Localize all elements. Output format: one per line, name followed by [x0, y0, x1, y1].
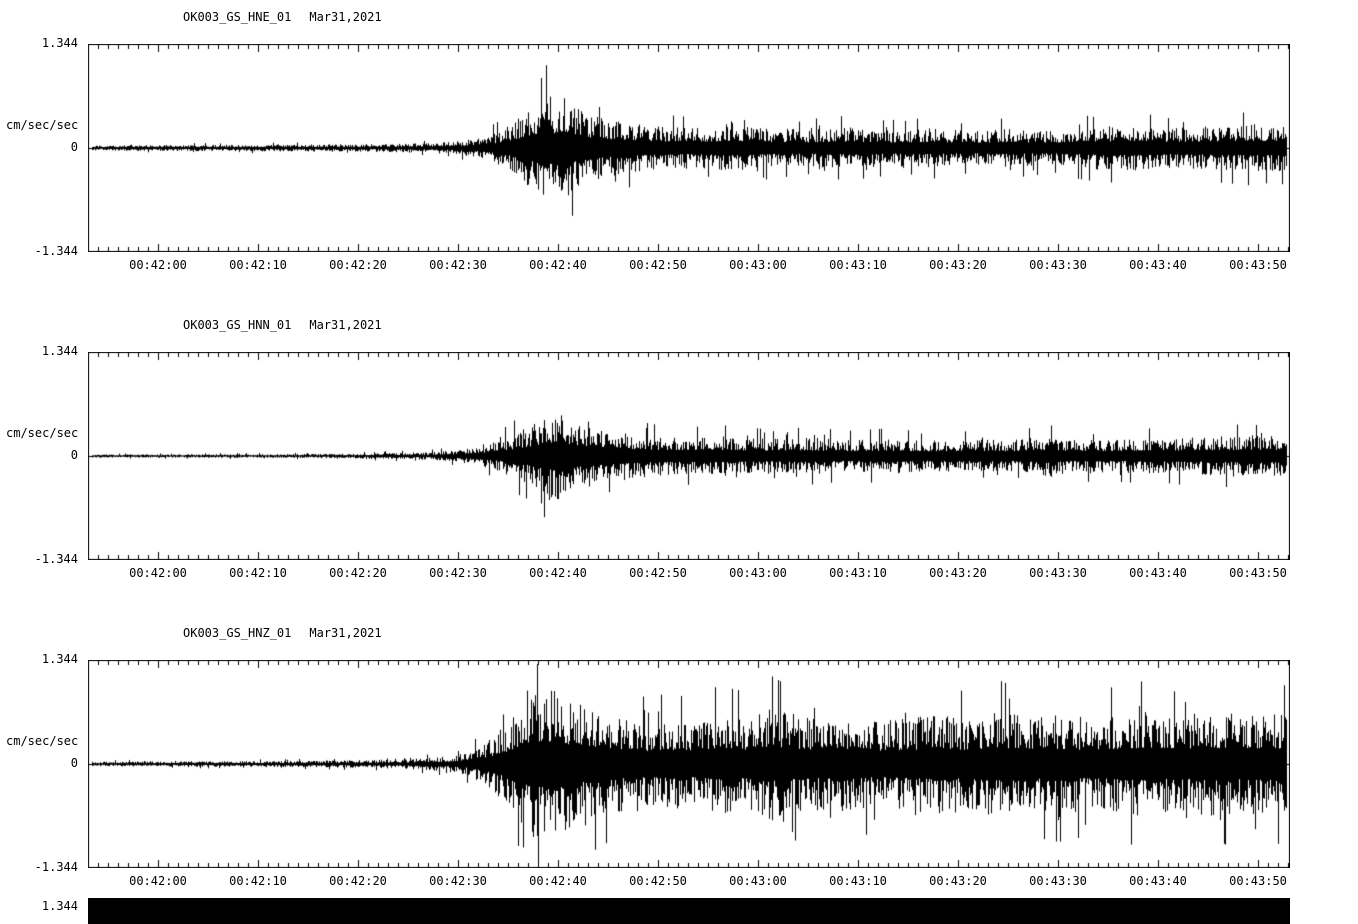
- x-tick-label: 00:42:40: [529, 566, 587, 580]
- y-tick-label-zero: 0: [70, 756, 78, 770]
- x-tick-label: 00:42:00: [129, 566, 187, 580]
- x-tick-label: 00:43:50: [1229, 874, 1287, 888]
- x-tick-label: 00:42:50: [629, 874, 687, 888]
- x-tick-label: 00:42:30: [429, 258, 487, 272]
- x-tick-label: 00:42:50: [629, 566, 687, 580]
- y-axis-units-label: cm/sec/sec: [6, 118, 79, 132]
- x-tick-label: 00:42:10: [229, 566, 287, 580]
- partial-trace-clipped: [88, 898, 1290, 924]
- y-tick-label-min: -1.344: [34, 552, 78, 566]
- y-tick-label-min: -1.344: [34, 244, 78, 258]
- x-tick-label: 00:42:10: [229, 258, 287, 272]
- x-tick-label: 00:43:10: [829, 258, 887, 272]
- trace-title: OK003_GS_HNN_01 Mar31,2021: [183, 318, 382, 332]
- y-tick-label-max: 1.344: [41, 344, 78, 358]
- x-tick-label: 00:43:40: [1129, 566, 1187, 580]
- x-tick-label: 00:42:50: [629, 258, 687, 272]
- station-channel-label: OK003_GS_HNZ_01: [183, 626, 292, 640]
- trace-panel-hnn: OK003_GS_HNN_01 Mar31,2021 1.344 cm/sec/s…: [0, 318, 1358, 592]
- x-tick-label: 00:43:50: [1229, 566, 1287, 580]
- y-tick-label-zero: 0: [70, 448, 78, 462]
- y-tick-label-min: -1.344: [34, 860, 78, 874]
- trace-title: OK003_GS_HNZ_01 Mar31,2021: [183, 626, 382, 640]
- y-axis-units-label: cm/sec/sec: [6, 426, 79, 440]
- x-tick-label: 00:43:30: [1029, 566, 1087, 580]
- y-tick-label-max: 1.344: [41, 36, 78, 50]
- trace-panel-hne: OK003_GS_HNE_01 Mar31,2021 1.344 cm/sec/s…: [0, 10, 1358, 284]
- x-tick-label: 00:42:40: [529, 258, 587, 272]
- y-axis-units-label: cm/sec/sec: [6, 734, 79, 748]
- y-tick-label-zero: 0: [70, 140, 78, 154]
- x-tick-label: 00:43:50: [1229, 258, 1287, 272]
- x-tick-label: 00:43:00: [729, 874, 787, 888]
- waveform-plot-hnz: [88, 660, 1290, 868]
- trace-date: Mar31,2021: [309, 626, 382, 640]
- waveform-plot-hnn: [88, 352, 1290, 560]
- x-tick-label: 00:43:40: [1129, 258, 1187, 272]
- trace-date: Mar31,2021: [309, 318, 382, 332]
- x-tick-label: 00:42:40: [529, 874, 587, 888]
- x-tick-label: 00:43:40: [1129, 874, 1187, 888]
- x-tick-label: 00:43:30: [1029, 874, 1087, 888]
- y-tick-label-max: 1.344: [41, 652, 78, 666]
- x-tick-label: 00:43:20: [929, 258, 987, 272]
- trace-title: OK003_GS_HNE_01 Mar31,2021: [183, 10, 382, 24]
- station-channel-label: OK003_GS_HNE_01: [183, 10, 292, 24]
- trace-date: Mar31,2021: [309, 10, 382, 24]
- x-tick-label: 00:42:00: [129, 874, 187, 888]
- x-tick-label: 00:43:30: [1029, 258, 1087, 272]
- waveform-plot-hne: [88, 44, 1290, 252]
- trace-panel-hnz: OK003_GS_HNZ_01 Mar31,2021 1.344 cm/sec/s…: [0, 626, 1358, 900]
- x-tick-label: 00:42:30: [429, 874, 487, 888]
- x-tick-label: 00:42:20: [329, 258, 387, 272]
- x-tick-label: 00:43:20: [929, 874, 987, 888]
- x-tick-label: 00:42:20: [329, 874, 387, 888]
- station-channel-label: OK003_GS_HNN_01: [183, 318, 292, 332]
- x-tick-label: 00:42:20: [329, 566, 387, 580]
- x-tick-label: 00:43:10: [829, 566, 887, 580]
- x-tick-label: 00:42:30: [429, 566, 487, 580]
- x-tick-label: 00:43:20: [929, 566, 987, 580]
- x-tick-label: 00:42:10: [229, 874, 287, 888]
- x-tick-label: 00:43:10: [829, 874, 887, 888]
- x-tick-label: 00:43:00: [729, 258, 787, 272]
- x-tick-label: 00:42:00: [129, 258, 187, 272]
- partial-trace-y-tick-label: 1.344: [41, 899, 78, 913]
- x-tick-label: 00:43:00: [729, 566, 787, 580]
